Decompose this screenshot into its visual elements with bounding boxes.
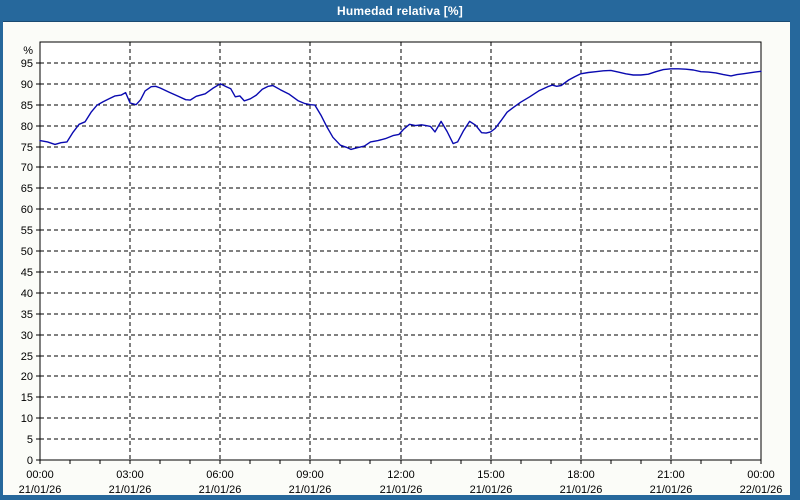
y-tick-label: 30 (21, 330, 33, 342)
x-tick-date-label: 21/01/26 (199, 484, 242, 495)
x-tick-date-label: 21/01/26 (289, 484, 332, 495)
y-tick-label: 5 (27, 434, 33, 446)
x-tick-time-label: 06:00 (206, 469, 234, 481)
x-tick-date-label: 21/01/26 (560, 484, 603, 495)
x-tick-date-label: 21/01/26 (19, 484, 62, 495)
x-tick-date-label: 21/01/26 (109, 484, 152, 495)
x-tick-time-label: 21:00 (657, 469, 685, 481)
y-tick-label: 40 (21, 288, 33, 300)
y-tick-label: 25 (21, 351, 33, 363)
x-tick-time-label: 12:00 (387, 469, 415, 481)
y-tick-label: 45 (21, 267, 33, 279)
x-tick-date-label: 21/01/26 (380, 484, 423, 495)
y-tick-label: 65 (21, 183, 33, 195)
chart-title-bar: Humedad relativa [%] (3, 0, 790, 22)
humidity-series-line (39, 68, 762, 151)
x-tick-time-label: 09:00 (296, 469, 324, 481)
y-tick-label: 50 (21, 246, 33, 258)
y-tick-label: 55 (21, 225, 33, 237)
x-tick-time-label: 03:00 (116, 469, 144, 481)
x-tick-time-label: 18:00 (567, 469, 595, 481)
chart-area: 0 5 10 15 20 25 30 35 40 45 50 55 60 65 70 75 80 85 90 95% 0… (3, 22, 790, 495)
x-tick-time-label: 15:00 (477, 469, 505, 481)
axis-labels: 0 5 10 15 20 25 30 35 40 45 50 55 60 65 70 75 80 85 90 95% 0… (19, 45, 783, 495)
y-tick-label: 35 (21, 309, 33, 321)
grid-lines (40, 42, 761, 460)
humidity-line-chart: 0 5 10 15 20 25 30 35 40 45 50 55 60 65 70 75 80 85 90 95% 0… (19, 41, 783, 495)
x-tick-date-label: 22/01/26 (740, 484, 783, 495)
y-tick-label: 80 (21, 121, 33, 133)
x-tick-time-label: 00:00 (26, 469, 54, 481)
axis-ticks (36, 62, 762, 464)
x-tick-time-label: 00:00 (747, 469, 775, 481)
y-tick-label: 90 (21, 79, 33, 91)
y-axis-unit-label: % (23, 45, 33, 57)
y-tick-label: 0 (27, 455, 33, 467)
y-tick-label: 75 (21, 142, 33, 154)
y-tick-label: 85 (21, 100, 33, 112)
chart-title: Humedad relativa [%] (336, 3, 464, 18)
x-tick-date-label: 21/01/26 (470, 484, 513, 495)
y-tick-label: 10 (21, 413, 33, 425)
y-tick-label: 95 (21, 58, 33, 70)
x-tick-date-label: 21/01/26 (650, 484, 693, 495)
y-tick-label: 15 (21, 392, 33, 404)
y-tick-label: 60 (21, 204, 33, 216)
y-tick-label: 70 (21, 162, 33, 174)
y-tick-label: 20 (21, 371, 33, 383)
